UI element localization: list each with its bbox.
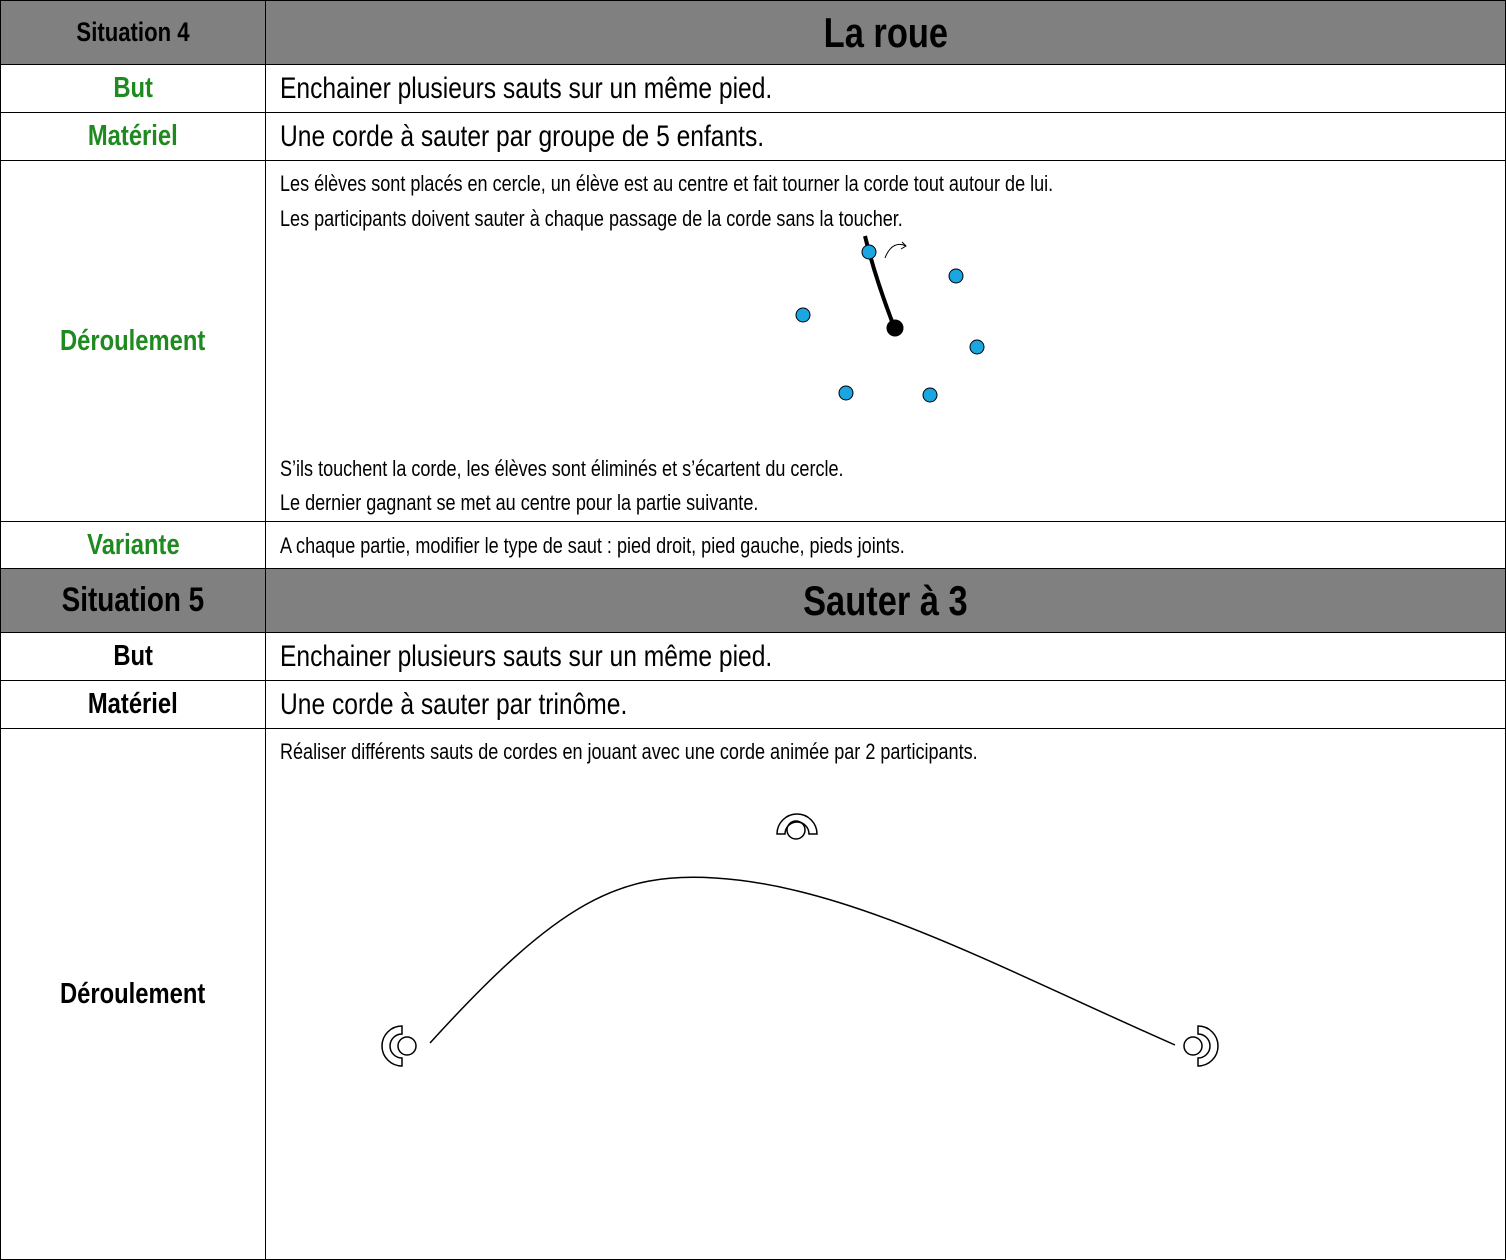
text: S’ils touchent la corde, les élèves sont… (280, 456, 844, 481)
label: But (113, 640, 153, 672)
label: But (113, 72, 153, 104)
header-label: Situation 5 (61, 581, 205, 619)
text: Enchainer plusieurs sauts sur un même pi… (280, 640, 773, 673)
text: A chaque partie, modifier le type de sau… (280, 533, 905, 558)
label: Déroulement (60, 977, 206, 1010)
label: Matériel (88, 688, 178, 720)
text: Une corde à sauter par trinôme. (280, 688, 628, 721)
text: Le dernier gagnant se met au centre pour… (280, 490, 759, 515)
label: Matériel (88, 120, 178, 152)
header-title-cell: Sauter à 3 (265, 568, 1506, 633)
header-label: Situation 4 (76, 17, 190, 47)
label: Variante (86, 528, 180, 561)
text: Réaliser différents sauts de cordes en j… (280, 739, 978, 764)
diagram-roue (795, 235, 985, 403)
header-title: La roue (823, 8, 948, 56)
text: Enchainer plusieurs sauts sur un même pi… (280, 72, 773, 105)
diagram-sauter (381, 813, 1219, 1067)
text: Une corde à sauter par groupe de 5 enfan… (280, 120, 765, 153)
text: Les élèves sont placés en cercle, un élè… (280, 171, 1054, 196)
label: Déroulement (60, 324, 206, 357)
text: Les participants doivent sauter à chaque… (280, 206, 903, 231)
header-label-cell: Situation 5 (0, 568, 266, 633)
header-title: Sauter à 3 (803, 576, 968, 624)
row-cell: Les élèves sont placés en cercle, un élè… (265, 160, 1506, 522)
header-label-cell: Situation 4 (0, 0, 266, 65)
